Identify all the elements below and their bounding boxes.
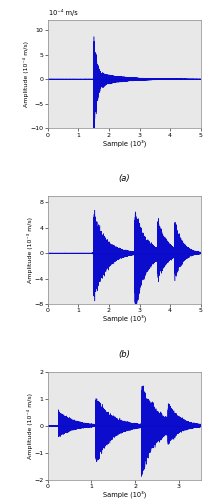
Text: (b): (b) bbox=[118, 350, 130, 359]
Y-axis label: Amplitude (10⁻⁴ m/s): Amplitude (10⁻⁴ m/s) bbox=[23, 41, 29, 107]
Y-axis label: Amplitude (10⁻³ m/s): Amplitude (10⁻³ m/s) bbox=[27, 217, 33, 283]
X-axis label: Sample (10³): Sample (10³) bbox=[102, 139, 145, 146]
X-axis label: Sample (10³): Sample (10³) bbox=[102, 315, 145, 322]
Y-axis label: Amplitude (10⁻⁴ m/s): Amplitude (10⁻⁴ m/s) bbox=[27, 393, 33, 459]
X-axis label: Sample (10³): Sample (10³) bbox=[102, 490, 145, 498]
Text: 10⁻⁴ m/s: 10⁻⁴ m/s bbox=[49, 8, 77, 16]
Text: (a): (a) bbox=[118, 174, 129, 183]
